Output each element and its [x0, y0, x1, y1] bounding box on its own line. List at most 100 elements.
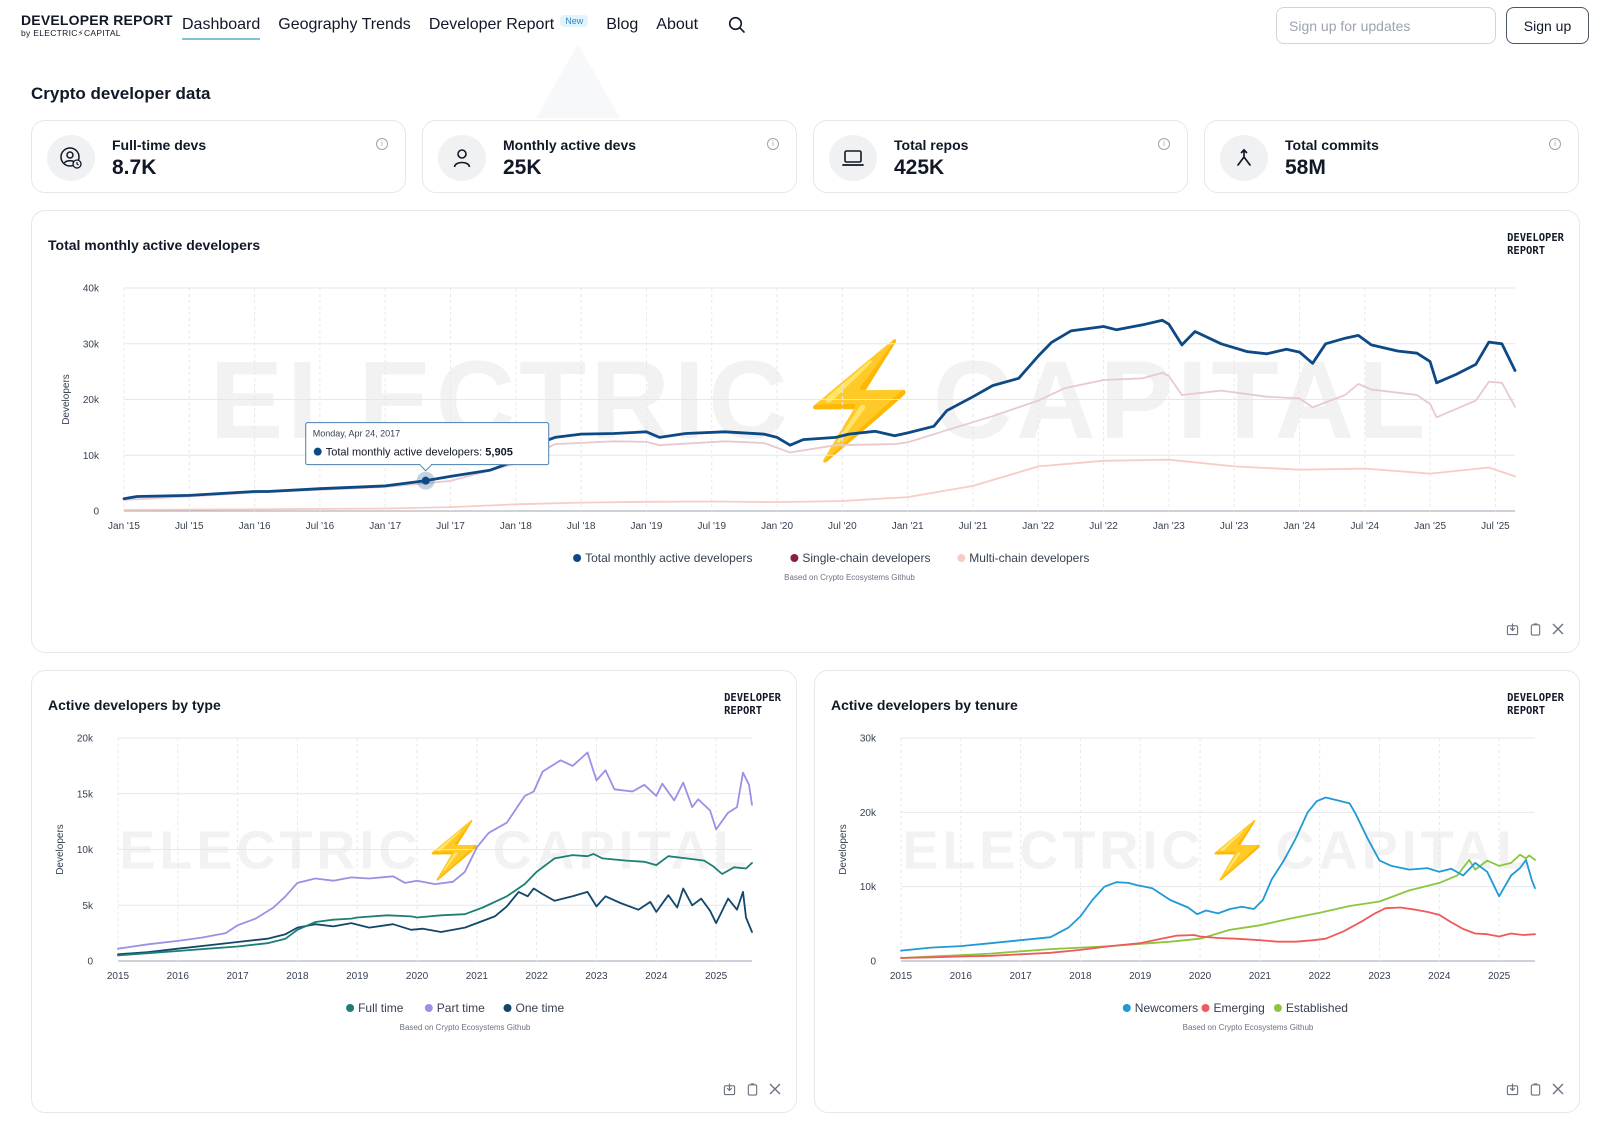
y-tick-label: 0 — [870, 957, 876, 968]
chart-source: Based on Crypto Ecosystems Github — [784, 573, 915, 582]
legend-label: Part time — [437, 1001, 485, 1015]
signup-email-input[interactable] — [1276, 7, 1496, 44]
x-tick-label: 2023 — [585, 971, 608, 982]
x-tick-label: Jan '24 — [1284, 521, 1316, 532]
x-tick-label: Jan '19 — [630, 521, 662, 532]
search-icon[interactable] — [728, 16, 748, 36]
x-tick-label: 2015 — [107, 971, 130, 982]
legend-label: Multi-chain developers — [969, 551, 1089, 565]
series-line-one-time — [117, 887, 753, 956]
y-axis-label: Developers — [838, 824, 849, 875]
nav-link-label: Developer Report — [428, 16, 555, 33]
x-tick-label: 2019 — [346, 971, 369, 982]
x-tick-label: 2020 — [1189, 971, 1212, 982]
x-tick-label: Jul '20 — [828, 521, 857, 532]
x-tick-label: 2022 — [526, 971, 549, 982]
stat-card-total-commits: Total commits 58M i — [1204, 120, 1579, 193]
y-tick-label: 15k — [77, 789, 94, 800]
x-tick-label: Jul '19 — [697, 521, 726, 532]
nav-link-blog[interactable]: Blog — [606, 16, 638, 40]
x-tick-label: Jul '17 — [436, 521, 465, 532]
chart-card-developers-by-type: ELECTRIC⚡CAPITAL 0 5k 10k 15k 20k 2015 2016 2017… — [31, 670, 797, 1113]
legend-marker — [1201, 1004, 1210, 1012]
legend-marker — [1122, 1004, 1131, 1012]
nav-link-about[interactable]: About — [656, 16, 698, 40]
legend-marker — [424, 1004, 433, 1012]
nav-link-label: Blog — [606, 15, 639, 33]
x-tick-label: Jul '21 — [959, 521, 988, 532]
y-axis-label: Developers — [55, 824, 66, 875]
brand-line: REPORT — [724, 705, 763, 717]
legend-label: One time — [516, 1001, 565, 1015]
laptop-icon — [829, 135, 877, 181]
x-tick-label: Jul '23 — [1220, 521, 1249, 532]
nav-link-label: Geography Trends — [278, 15, 411, 33]
y-tick-label: 30k — [860, 734, 877, 745]
download-icon[interactable] — [1505, 622, 1519, 636]
logo[interactable]: DEVELOPER REPORT by ELECTRIC⚡CAPITAL — [21, 12, 173, 38]
stat-value: 8.7K — [112, 156, 157, 179]
copy-icon[interactable] — [745, 1082, 759, 1096]
info-icon[interactable]: i — [1549, 138, 1561, 150]
tooltip-value: 5,905 — [485, 447, 513, 459]
nav-link-dashboard[interactable]: Dashboard — [182, 16, 261, 40]
stat-label: Monthly active devs — [503, 137, 637, 153]
signup-button[interactable]: Sign up — [1506, 7, 1589, 44]
x-tick-label: 2022 — [1309, 971, 1332, 982]
y-tick-label: 20k — [83, 395, 100, 406]
brand-line: REPORT — [1507, 705, 1546, 717]
stat-label: Full-time devs — [112, 137, 207, 153]
legend-label: Newcomers — [1135, 1001, 1198, 1015]
x-tick-label: 2016 — [167, 971, 190, 982]
developer-report-brand: DEVELOPER REPORT — [1507, 232, 1564, 258]
hover-point — [421, 476, 430, 485]
copy-icon[interactable] — [1528, 1082, 1542, 1096]
stat-label: Total commits — [1285, 137, 1379, 153]
x-tick-label: 2025 — [1488, 971, 1511, 982]
x-tick-label: Jul '24 — [1351, 521, 1380, 532]
download-icon[interactable] — [1505, 1082, 1519, 1096]
nav-link-developer-report[interactable]: Developer Report New — [428, 15, 589, 40]
x-share-icon[interactable] — [1551, 622, 1565, 636]
tooltip-label: Total monthly active developers: 5,905 — [326, 447, 513, 459]
y-tick-label: 10k — [83, 451, 100, 462]
series-line-multi-chain-developers — [123, 458, 1516, 511]
series-line-emerging — [900, 906, 1536, 959]
y-tick-label: 20k — [860, 808, 877, 819]
x-tick-label: 2020 — [406, 971, 429, 982]
legend-marker — [790, 554, 799, 562]
x-tick-label: Jul '16 — [306, 521, 335, 532]
stat-card-total-repos: Total repos 425K i — [813, 120, 1188, 193]
x-tick-label: 2018 — [1069, 971, 1092, 982]
stat-value: 425K — [894, 156, 945, 179]
legend-label: Total monthly active developers — [585, 551, 752, 565]
x-share-icon[interactable] — [1551, 1082, 1565, 1096]
stat-card-full-time-devs: Full-time devs 8.7K i — [31, 120, 406, 193]
chart-source: Based on Crypto Ecosystems Github — [400, 1023, 531, 1032]
copy-icon[interactable] — [1528, 622, 1542, 636]
legend-label: Established — [1286, 1001, 1348, 1015]
y-tick-label: 40k — [83, 284, 100, 295]
info-icon[interactable]: i — [1158, 138, 1170, 150]
chart-title: Active developers by tenure — [831, 697, 1018, 713]
nav-link-geography-trends[interactable]: Geography Trends — [278, 16, 411, 40]
x-tick-label: Jan '16 — [239, 521, 271, 532]
nav-decoration — [536, 44, 620, 118]
info-icon[interactable]: i — [767, 138, 779, 150]
download-icon[interactable] — [722, 1082, 736, 1096]
stat-value: 58M — [1285, 156, 1326, 179]
stat-value: 25K — [503, 156, 542, 179]
y-tick-label: 0 — [93, 507, 99, 518]
chart-title: Total monthly active developers — [48, 237, 261, 253]
info-icon[interactable]: i — [376, 138, 388, 150]
developers-by-type-chart: ELECTRIC⚡CAPITAL 0 5k 10k 15k 20k 2015 2016 2017… — [55, 734, 753, 1032]
series-line-established — [900, 853, 1536, 959]
x-tick-label: Jan '25 — [1414, 521, 1446, 532]
x-tick-label: 2023 — [1368, 971, 1391, 982]
y-tick-label: 10k — [77, 845, 94, 856]
user-clock-icon — [47, 135, 95, 181]
developers-by-tenure-chart: ELECTRIC⚡CAPITAL 0 10k 20k 30k 2015 2016 2017 20… — [838, 734, 1536, 1032]
legend-label: Emerging — [1214, 1001, 1265, 1015]
x-share-icon[interactable] — [768, 1082, 782, 1096]
